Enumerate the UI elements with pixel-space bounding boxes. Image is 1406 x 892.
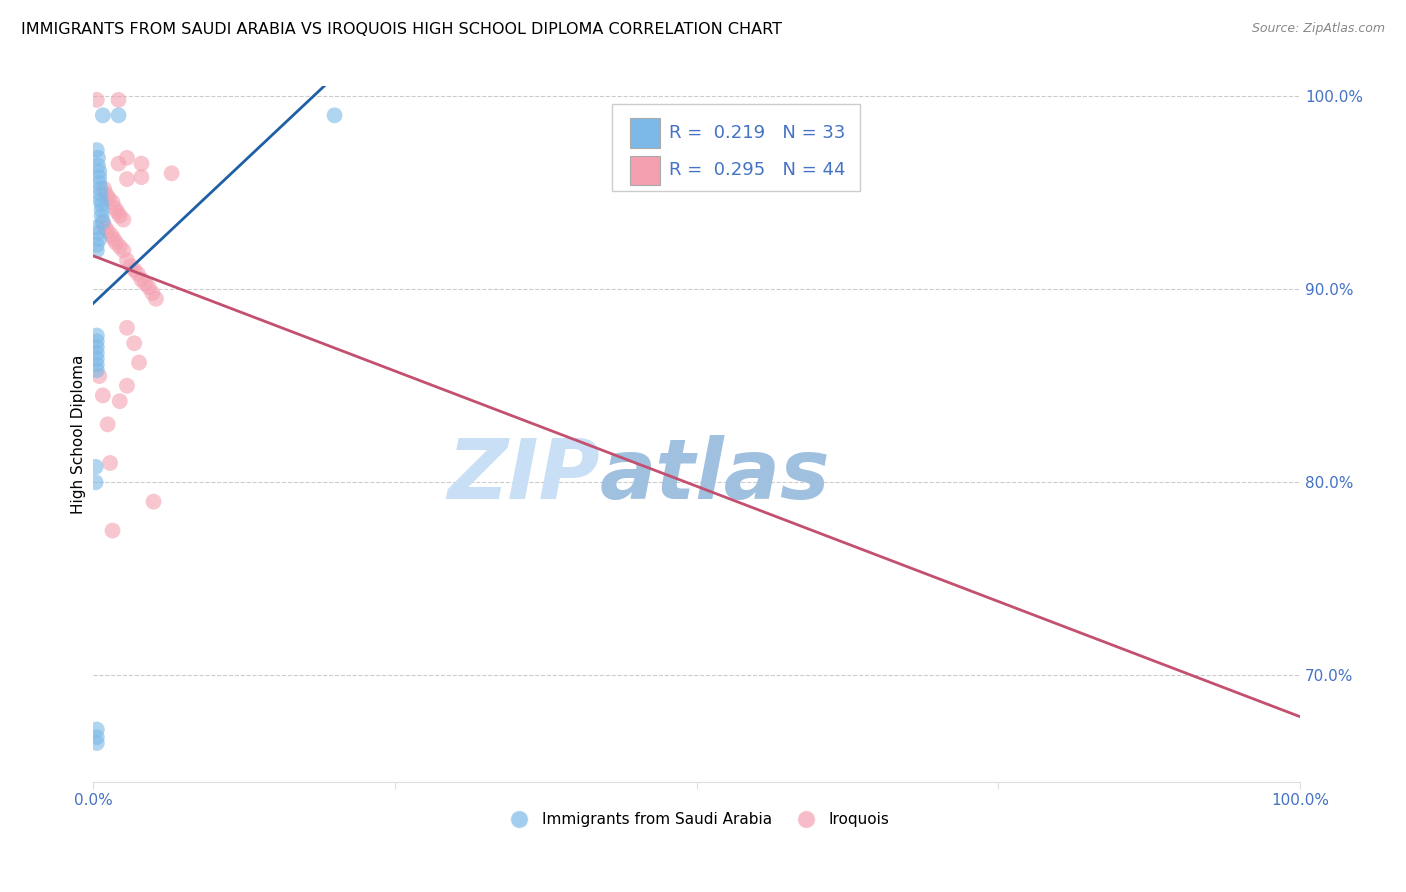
Point <box>86 328 108 343</box>
Point <box>122 263 145 277</box>
FancyBboxPatch shape <box>612 103 859 191</box>
Point <box>142 494 165 508</box>
Point <box>86 244 108 258</box>
FancyBboxPatch shape <box>630 156 661 186</box>
Point <box>107 108 129 122</box>
Point <box>86 340 108 354</box>
Point <box>86 93 108 107</box>
Point <box>94 220 117 235</box>
Point <box>89 369 111 384</box>
Point <box>100 228 122 243</box>
Point <box>115 320 138 334</box>
Point <box>89 232 111 246</box>
Point <box>122 336 145 351</box>
Point <box>128 355 150 369</box>
Point <box>108 209 131 223</box>
Point <box>134 277 156 291</box>
Point <box>86 723 108 737</box>
Point <box>86 334 108 349</box>
Point <box>131 272 153 286</box>
Point <box>86 736 108 750</box>
Point <box>86 358 108 372</box>
Text: R =  0.295   N = 44: R = 0.295 N = 44 <box>669 161 845 179</box>
Point <box>86 351 108 366</box>
Text: IMMIGRANTS FROM SAUDI ARABIA VS IROQUOIS HIGH SCHOOL DIPLOMA CORRELATION CHART: IMMIGRANTS FROM SAUDI ARABIA VS IROQUOIS… <box>21 22 782 37</box>
Point <box>145 292 167 306</box>
Point <box>131 170 153 185</box>
Point <box>160 166 183 180</box>
Point <box>98 456 121 470</box>
Point <box>86 730 108 744</box>
Point <box>115 378 138 392</box>
Point <box>108 240 131 254</box>
Point <box>89 187 111 202</box>
Point <box>138 280 160 294</box>
Point <box>86 220 108 235</box>
FancyBboxPatch shape <box>630 119 661 147</box>
Point <box>96 187 118 202</box>
Point <box>89 176 111 190</box>
Point <box>103 232 125 246</box>
Point <box>115 151 138 165</box>
Point <box>115 253 138 268</box>
Point <box>89 182 111 196</box>
Point <box>87 159 110 173</box>
Point <box>90 197 112 211</box>
Point <box>101 195 124 210</box>
Point <box>89 194 111 208</box>
Point <box>90 209 112 223</box>
Y-axis label: High School Diploma: High School Diploma <box>72 354 86 514</box>
Text: R =  0.219   N = 33: R = 0.219 N = 33 <box>669 124 845 142</box>
Legend: Immigrants from Saudi Arabia, Iroquois: Immigrants from Saudi Arabia, Iroquois <box>498 805 896 833</box>
Point <box>101 524 124 538</box>
Point <box>97 224 120 238</box>
Point <box>107 156 129 170</box>
Text: ZIP: ZIP <box>447 435 600 516</box>
Point <box>91 388 114 402</box>
Point <box>91 108 114 122</box>
Point <box>127 267 149 281</box>
Point <box>93 182 115 196</box>
Point <box>105 235 128 250</box>
Point <box>97 191 120 205</box>
Text: Source: ZipAtlas.com: Source: ZipAtlas.com <box>1251 22 1385 36</box>
Point <box>86 237 108 252</box>
Point <box>84 459 107 474</box>
Point <box>115 172 138 186</box>
Point <box>91 217 114 231</box>
Point <box>104 201 127 215</box>
Point <box>86 346 108 360</box>
Point <box>97 417 120 432</box>
Point <box>84 475 107 490</box>
Point <box>87 151 110 165</box>
Point <box>108 394 131 409</box>
Point <box>323 108 346 122</box>
Point <box>105 205 128 219</box>
Point <box>89 164 111 178</box>
Point <box>107 93 129 107</box>
Point <box>91 214 114 228</box>
Point <box>112 244 135 258</box>
Point <box>120 259 142 273</box>
Point <box>87 226 110 240</box>
Point <box>90 202 112 217</box>
Point <box>86 143 108 157</box>
Point <box>86 363 108 377</box>
Point <box>89 170 111 185</box>
Point <box>131 156 153 170</box>
Point <box>141 285 163 300</box>
Text: atlas: atlas <box>600 435 831 516</box>
Point <box>112 212 135 227</box>
